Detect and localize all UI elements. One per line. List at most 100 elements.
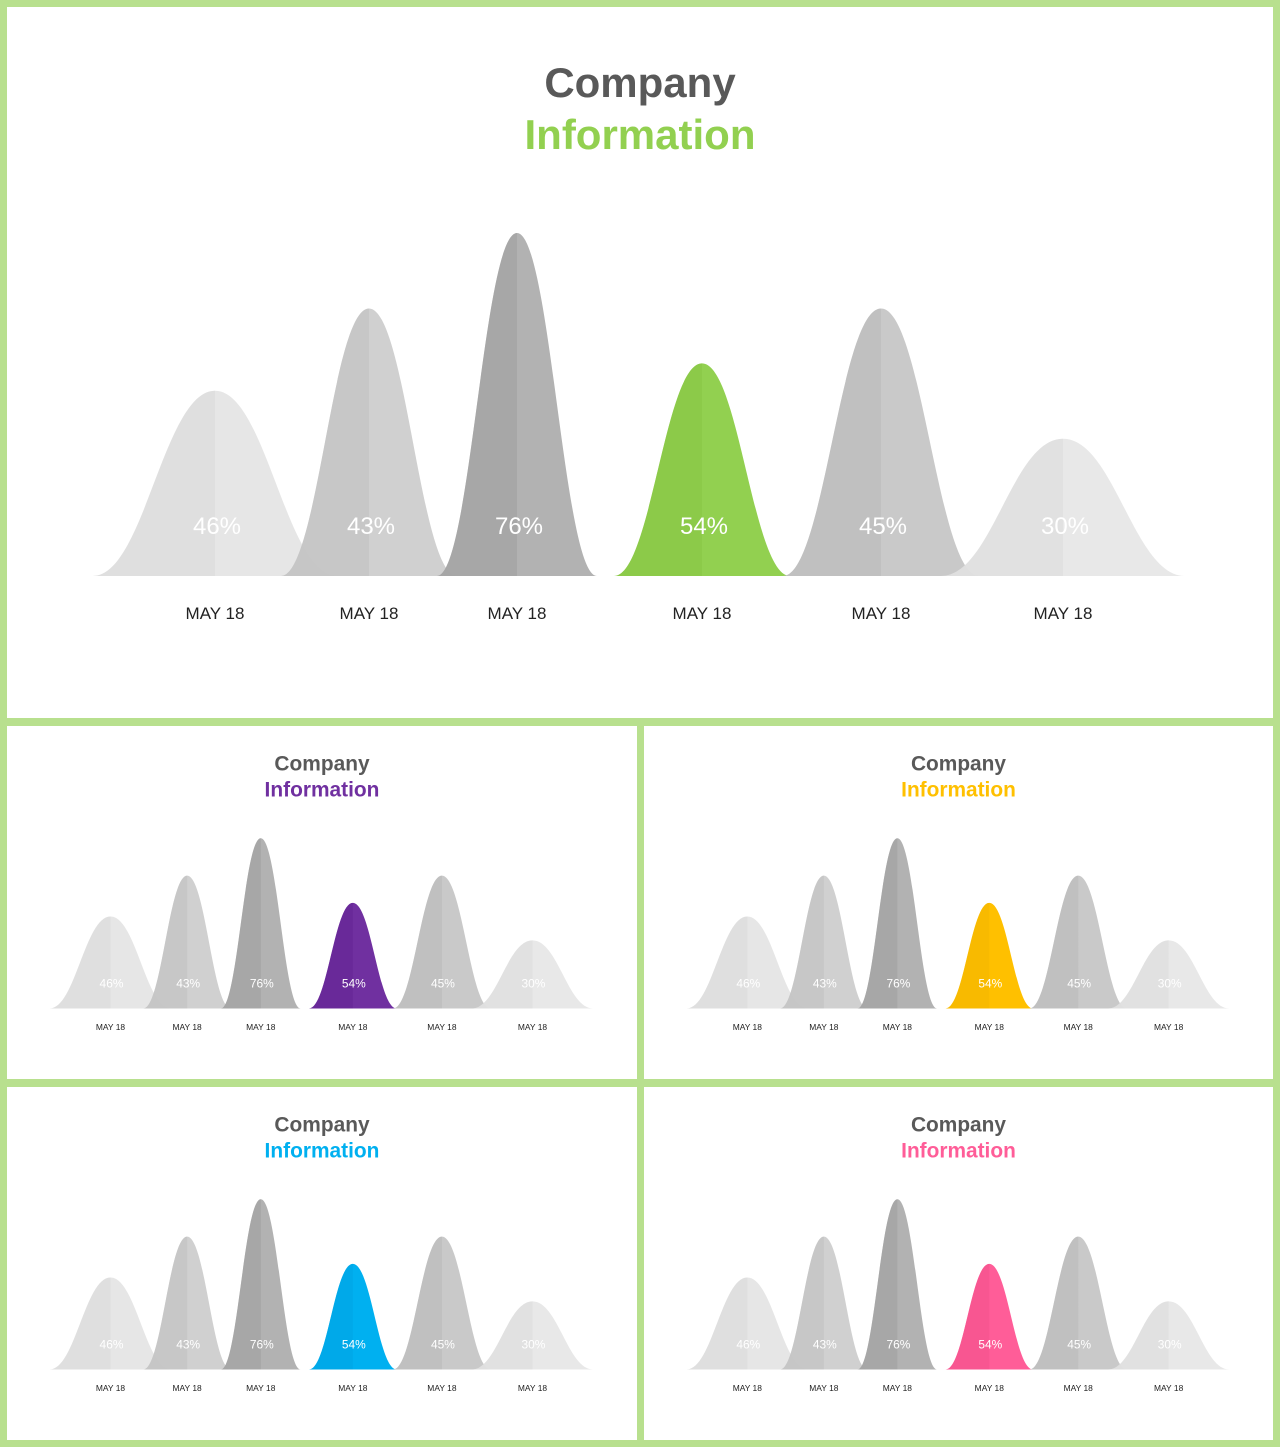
bell-shade: [143, 875, 188, 1009]
chart-svg: Company Information 46% 43% 76% 54% 45% 30% MAY …: [49, 753, 594, 1032]
bell-shade: [393, 1236, 442, 1370]
bell-shade: [1029, 875, 1079, 1009]
category-label: MAY 18: [733, 1383, 763, 1393]
bell-series: [93, 233, 1185, 576]
category-label: MAY 18: [427, 1022, 457, 1032]
value-label: 43%: [347, 513, 395, 540]
title-line1: Company: [544, 59, 736, 106]
bell-shade: [780, 1236, 824, 1370]
bell-2: [143, 1236, 231, 1370]
bell-5: [783, 308, 979, 576]
value-label: 43%: [813, 977, 837, 991]
category-label: MAY 18: [173, 1383, 203, 1393]
bell-4: [309, 902, 397, 1009]
bell-6: [471, 940, 594, 1009]
bell-5: [393, 1236, 491, 1370]
bell-shade: [49, 1277, 111, 1370]
category-label: MAY 18: [883, 1022, 913, 1032]
category-label: MAY 18: [809, 1383, 839, 1393]
category-label: MAY 18: [1064, 1022, 1094, 1032]
bell-shade: [309, 1263, 353, 1370]
slide-purple: Company Information 46% 43% 76% 54% 45% 30% MAY …: [7, 726, 637, 1079]
slide-main: Company Information 46% 43% 76% 54% 45% 30% MAY …: [7, 7, 1273, 718]
chart-svg: Company Information 46% 43% 76% 54% 45% 30% MAY …: [686, 753, 1230, 1032]
category-label: MAY 18: [488, 604, 547, 623]
value-label: 30%: [522, 977, 546, 991]
bell-shade: [945, 1263, 990, 1370]
bell-shade: [686, 916, 748, 1009]
title-line1: Company: [274, 1114, 370, 1137]
value-label: 76%: [886, 1338, 910, 1352]
value-label: 45%: [431, 977, 455, 991]
category-label: MAY 18: [852, 604, 911, 623]
value-label: 30%: [1158, 1338, 1182, 1352]
category-label: MAY 18: [338, 1383, 368, 1393]
bell-3: [220, 838, 301, 1009]
bell-4: [945, 902, 1034, 1009]
bell-shade: [1108, 940, 1169, 1009]
value-label: 76%: [495, 513, 543, 540]
bell-4: [309, 1263, 397, 1370]
title-line2: Information: [901, 1140, 1016, 1163]
category-label: MAY 18: [518, 1022, 548, 1032]
value-label: 45%: [1067, 1338, 1091, 1352]
bell-6: [471, 1301, 594, 1370]
category-label: MAY 18: [246, 1022, 276, 1032]
value-label: 43%: [176, 977, 200, 991]
value-label: 76%: [886, 977, 910, 991]
category-label: MAY 18: [1034, 604, 1093, 623]
bell-3: [437, 233, 597, 576]
title-line2: Information: [265, 779, 380, 802]
bell-shade: [49, 916, 111, 1009]
value-label: 45%: [1067, 977, 1091, 991]
bell-1: [49, 1277, 172, 1370]
bell-shade: [1108, 1301, 1169, 1370]
bell-shade: [686, 1277, 748, 1370]
chart-svg: Company Information 46% 43% 76% 54% 45% 30% MAY …: [93, 59, 1185, 623]
value-label: 46%: [100, 1338, 124, 1352]
value-label: 30%: [1041, 513, 1089, 540]
category-label: MAY 18: [338, 1022, 368, 1032]
bell-shade: [780, 875, 824, 1009]
value-label: 46%: [193, 513, 241, 540]
value-label: 45%: [859, 513, 907, 540]
bell-shade: [941, 438, 1063, 576]
category-label: MAY 18: [186, 604, 245, 623]
value-label: 30%: [522, 1338, 546, 1352]
bell-shade: [143, 1236, 188, 1370]
value-label: 54%: [680, 513, 728, 540]
category-label: MAY 18: [96, 1022, 126, 1032]
bell-1: [686, 916, 808, 1009]
title-line1: Company: [911, 1114, 1006, 1137]
bell-5: [1029, 875, 1127, 1009]
category-label: MAY 18: [1064, 1383, 1094, 1393]
chart-svg: Company Information 46% 43% 76% 54% 45% 30% MAY …: [49, 1114, 594, 1393]
bell-1: [686, 1277, 808, 1370]
bell-shade: [471, 1301, 533, 1370]
bell-shade: [1029, 1236, 1079, 1370]
bell-shade: [471, 940, 533, 1009]
slide-blue: Company Information 46% 43% 76% 54% 45% 30% MAY …: [7, 1087, 637, 1440]
bell-3: [857, 838, 938, 1009]
title-line1: Company: [274, 753, 370, 776]
value-label: 46%: [736, 1338, 760, 1352]
category-label: MAY 18: [1154, 1022, 1184, 1032]
bell-6: [941, 438, 1185, 576]
slide-pink: Company Information 46% 43% 76% 54% 45% 30% MAY …: [644, 1087, 1273, 1440]
category-label: MAY 18: [1154, 1383, 1184, 1393]
bell-shade: [93, 390, 215, 576]
bell-2: [780, 1236, 868, 1370]
title-line2: Information: [265, 1140, 380, 1163]
bell-shade: [614, 363, 702, 576]
bell-shade: [220, 1199, 261, 1370]
bell-2: [143, 875, 231, 1009]
title-line2: Information: [901, 779, 1016, 802]
slide-yellow: Company Information 46% 43% 76% 54% 45% 30% MAY …: [644, 726, 1273, 1079]
bell-4: [614, 363, 790, 576]
bell-6: [1108, 1301, 1230, 1370]
bell-5: [1029, 1236, 1127, 1370]
bell-shade: [309, 902, 353, 1009]
bell-shade: [393, 875, 442, 1009]
category-label: MAY 18: [246, 1383, 276, 1393]
value-label: 30%: [1158, 977, 1182, 991]
